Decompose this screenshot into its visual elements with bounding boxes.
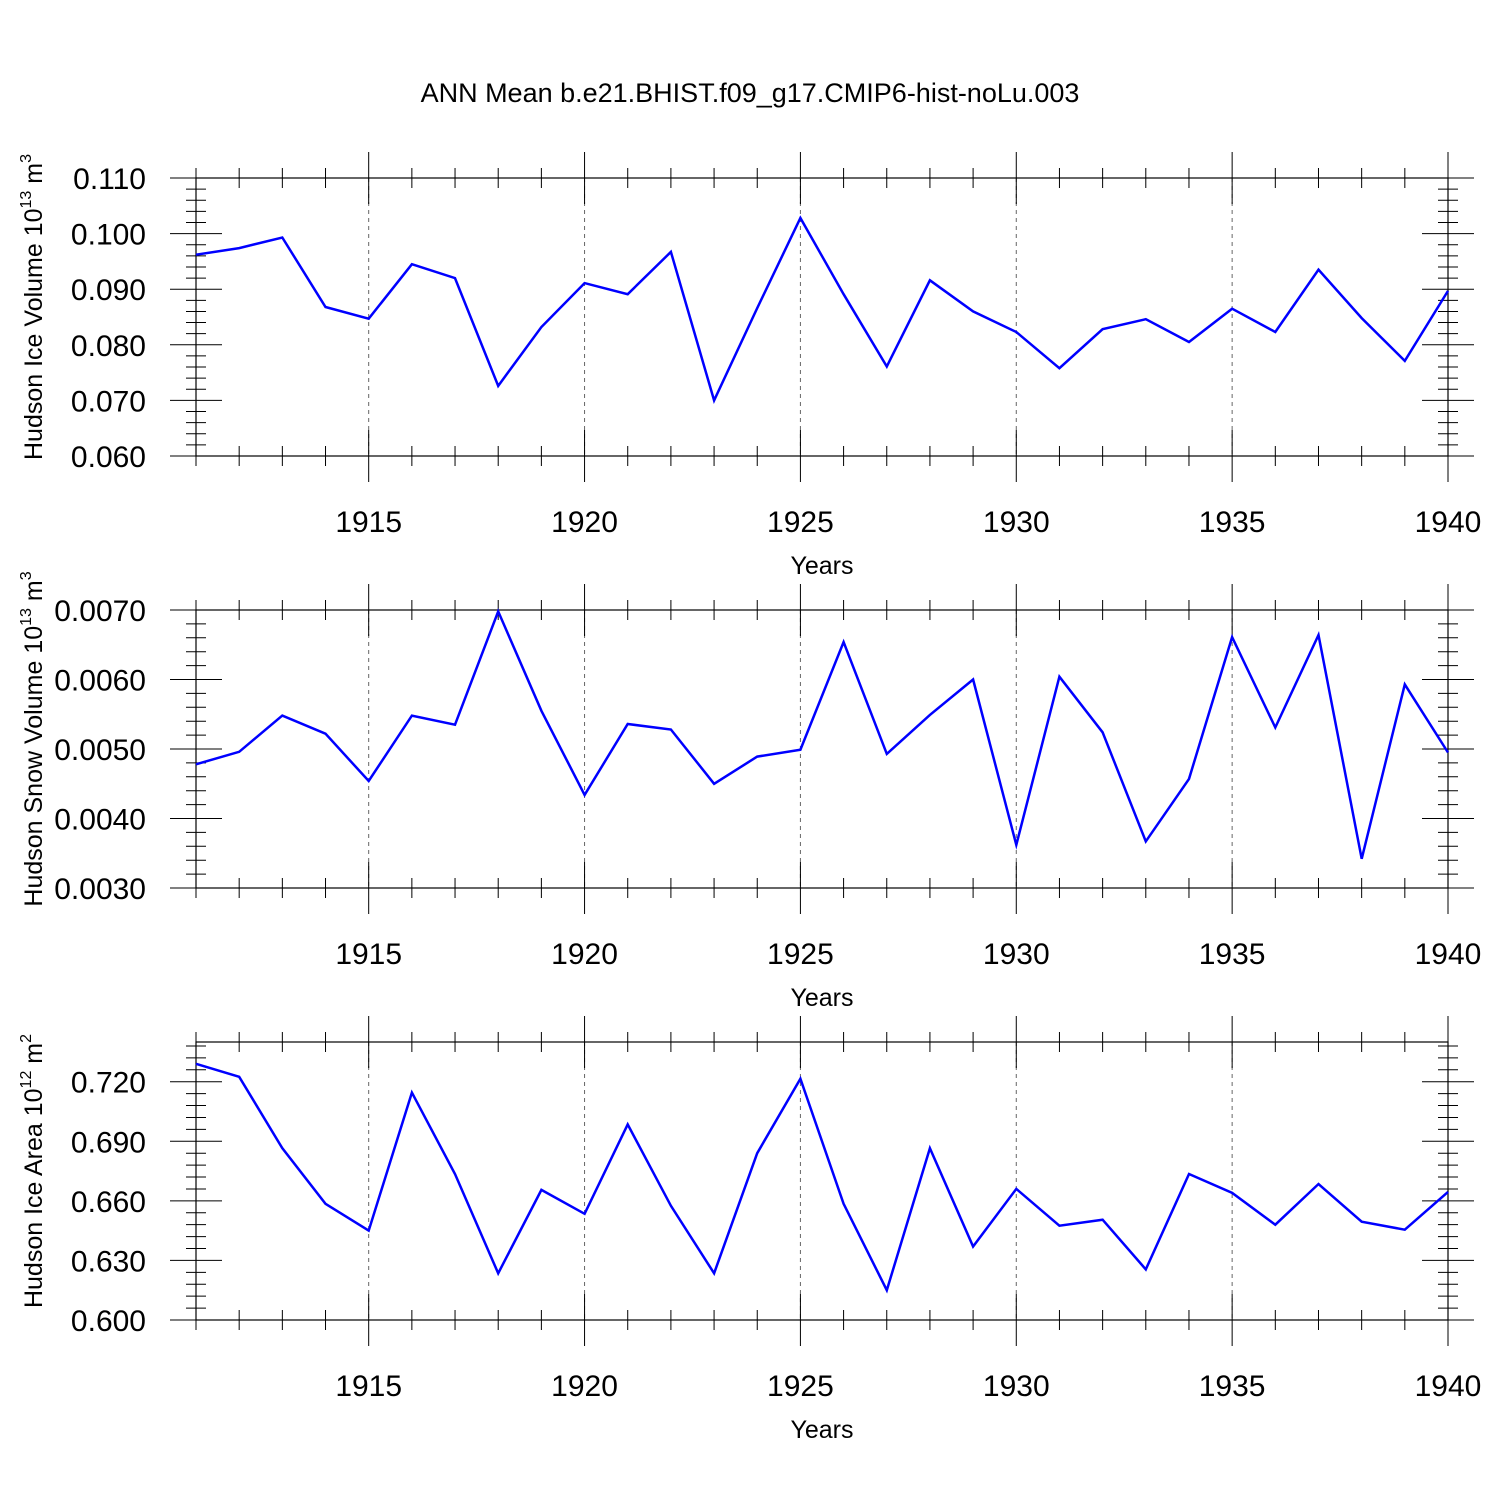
chart-3-point-1921 [627, 1123, 629, 1125]
chart-2-series-line [195, 608, 1450, 860]
chart-3-point-1914 [325, 1203, 327, 1205]
chart-3-point-1918 [497, 1272, 499, 1274]
chart-2-ylabel-part-1: 13 [18, 608, 35, 626]
chart-2-ytick-label-0: 0.0030 [54, 873, 146, 906]
chart-2-xtick-label-4: 1935 [1199, 938, 1266, 971]
chart-3-point-1917 [454, 1173, 456, 1175]
chart-1-xtick-label-2: 1925 [767, 506, 834, 539]
chart-3-point-1929 [972, 1246, 974, 1248]
chart-3-series-line [195, 1062, 1449, 1294]
chart-1-xlabel: Years [790, 552, 853, 580]
chart-1-ytick-label-1: 0.070 [71, 385, 146, 418]
chart-2-frame [195, 609, 1449, 889]
chart-3-frame [195, 1041, 1449, 1321]
chart-1-xtick-label-1: 1920 [551, 506, 618, 539]
chart-1-ylabel-part-1: 13 [18, 191, 35, 209]
chart-2-ytick-label-1: 0.0040 [54, 804, 146, 837]
chart-3-ytick-label-2: 0.660 [71, 1186, 146, 1219]
chart-3-point-1922 [670, 1205, 672, 1207]
chart-3-xlabel: Years [790, 1416, 853, 1444]
chart-1-ytick-label-0: 0.060 [71, 441, 146, 474]
chart-3-point-1911 [195, 1063, 197, 1065]
chart-1-ytick-label-3: 0.090 [71, 274, 146, 307]
chart-2-xtick-label-5: 1940 [1415, 938, 1482, 971]
chart-1-xtick-label-0: 1915 [335, 506, 402, 539]
chart-2-ylabel: Hudson Snow Volume 1013 m3 [18, 571, 48, 906]
chart-3-xtick-label-1: 1920 [551, 1370, 618, 1403]
chart-2-ytick-label-4: 0.0070 [54, 595, 146, 628]
chart-2-xtick-label-2: 1925 [767, 938, 834, 971]
chart-3-point-1919 [540, 1189, 542, 1191]
chart-3-point-1913 [281, 1147, 283, 1149]
chart-1-xtick-label-4: 1935 [1199, 506, 1266, 539]
chart-3-point-1931 [1058, 1225, 1060, 1227]
chart-3-ylabel-part-0: Hudson Ice Area 10 [20, 1088, 48, 1308]
chart-1-ytick-label-5: 0.110 [73, 163, 146, 196]
chart-3-point-1925 [799, 1078, 801, 1080]
chart-3-point-1936 [1274, 1224, 1276, 1226]
chart-3-point-1930 [1015, 1188, 1017, 1190]
chart-2-ytick-label-2: 0.0050 [54, 734, 146, 767]
chart-3-ytick-label-3: 0.690 [71, 1126, 146, 1159]
chart-3-xtick-label-2: 1925 [767, 1370, 834, 1403]
chart-2-ylabel-part-2: m [20, 580, 48, 608]
chart-3-ytick-label-0: 0.600 [71, 1305, 146, 1338]
chart-3-point-1937 [1317, 1183, 1319, 1185]
chart-3-point-1926 [843, 1203, 845, 1205]
chart-2-ylabel-part-3: 3 [18, 571, 35, 580]
chart-3-point-1935 [1231, 1192, 1233, 1194]
chart-3-point-1934 [1188, 1173, 1190, 1175]
chart-1-ylabel-part-2: m [20, 163, 48, 191]
chart-3-ylabel-part-1: 12 [18, 1071, 35, 1089]
chart-3-ylabel-part-2: m [20, 1043, 48, 1071]
chart-1-ylabel: Hudson Ice Volume 1013 m3 [18, 154, 48, 460]
chart-3-point-1938 [1361, 1221, 1363, 1223]
chart-3-point-1927 [886, 1289, 888, 1291]
chart-3-point-1940 [1447, 1191, 1449, 1193]
chart-3-xtick-label-5: 1940 [1415, 1370, 1482, 1403]
chart-3-ytick-label-1: 0.630 [71, 1245, 146, 1278]
chart-3-point-1915 [368, 1230, 370, 1232]
chart-1-series-line [195, 215, 1450, 404]
chart-1-xtick-label-3: 1930 [983, 506, 1050, 539]
chart-1-ylabel-part-3: 3 [18, 154, 35, 163]
chart-3-point-1932 [1102, 1219, 1104, 1221]
chart-3-point-1939 [1404, 1229, 1406, 1231]
chart-1-ylabel-part-0: Hudson Ice Volume 10 [20, 208, 48, 460]
chart-2-xtick-label-3: 1930 [983, 938, 1050, 971]
chart-1-ytick-label-4: 0.100 [71, 219, 146, 252]
chart-1-frame [195, 177, 1449, 457]
chart-3-xtick-label-3: 1930 [983, 1370, 1050, 1403]
chart-2-ylabel-part-0: Hudson Snow Volume 10 [20, 626, 48, 907]
chart-3-point-1924 [756, 1152, 758, 1154]
chart-3-point-1912 [238, 1076, 240, 1078]
chart-3-point-1933 [1145, 1268, 1147, 1270]
chart-2-xtick-label-1: 1920 [551, 938, 618, 971]
chart-3-point-1916 [411, 1092, 413, 1094]
chart-3-ytick-label-4: 0.720 [71, 1067, 146, 1100]
chart-3-xtick-label-0: 1915 [335, 1370, 402, 1403]
figure-title: ANN Mean b.e21.BHIST.f09_g17.CMIP6-hist-… [420, 78, 1080, 108]
chart-1-ytick-label-2: 0.080 [71, 330, 146, 363]
chart-3-point-1920 [584, 1213, 586, 1215]
chart-3-point-1928 [929, 1147, 931, 1149]
chart-3-xtick-label-4: 1935 [1199, 1370, 1266, 1403]
chart-3-ylabel-part-3: 2 [18, 1034, 35, 1043]
chart-3-ylabel: Hudson Ice Area 1012 m2 [18, 1034, 48, 1308]
chart-3-point-1923 [713, 1272, 715, 1274]
chart-1-xtick-label-5: 1940 [1415, 506, 1482, 539]
chart-2-ytick-label-3: 0.0060 [54, 665, 146, 698]
chart-2-xlabel: Years [790, 984, 853, 1012]
chart-2-xtick-label-0: 1915 [335, 938, 402, 971]
